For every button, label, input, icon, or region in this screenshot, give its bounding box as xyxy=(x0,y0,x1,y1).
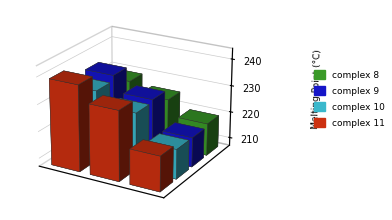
Legend: complex 8, complex 9, complex 10, complex 11: complex 8, complex 9, complex 10, comple… xyxy=(311,68,387,130)
